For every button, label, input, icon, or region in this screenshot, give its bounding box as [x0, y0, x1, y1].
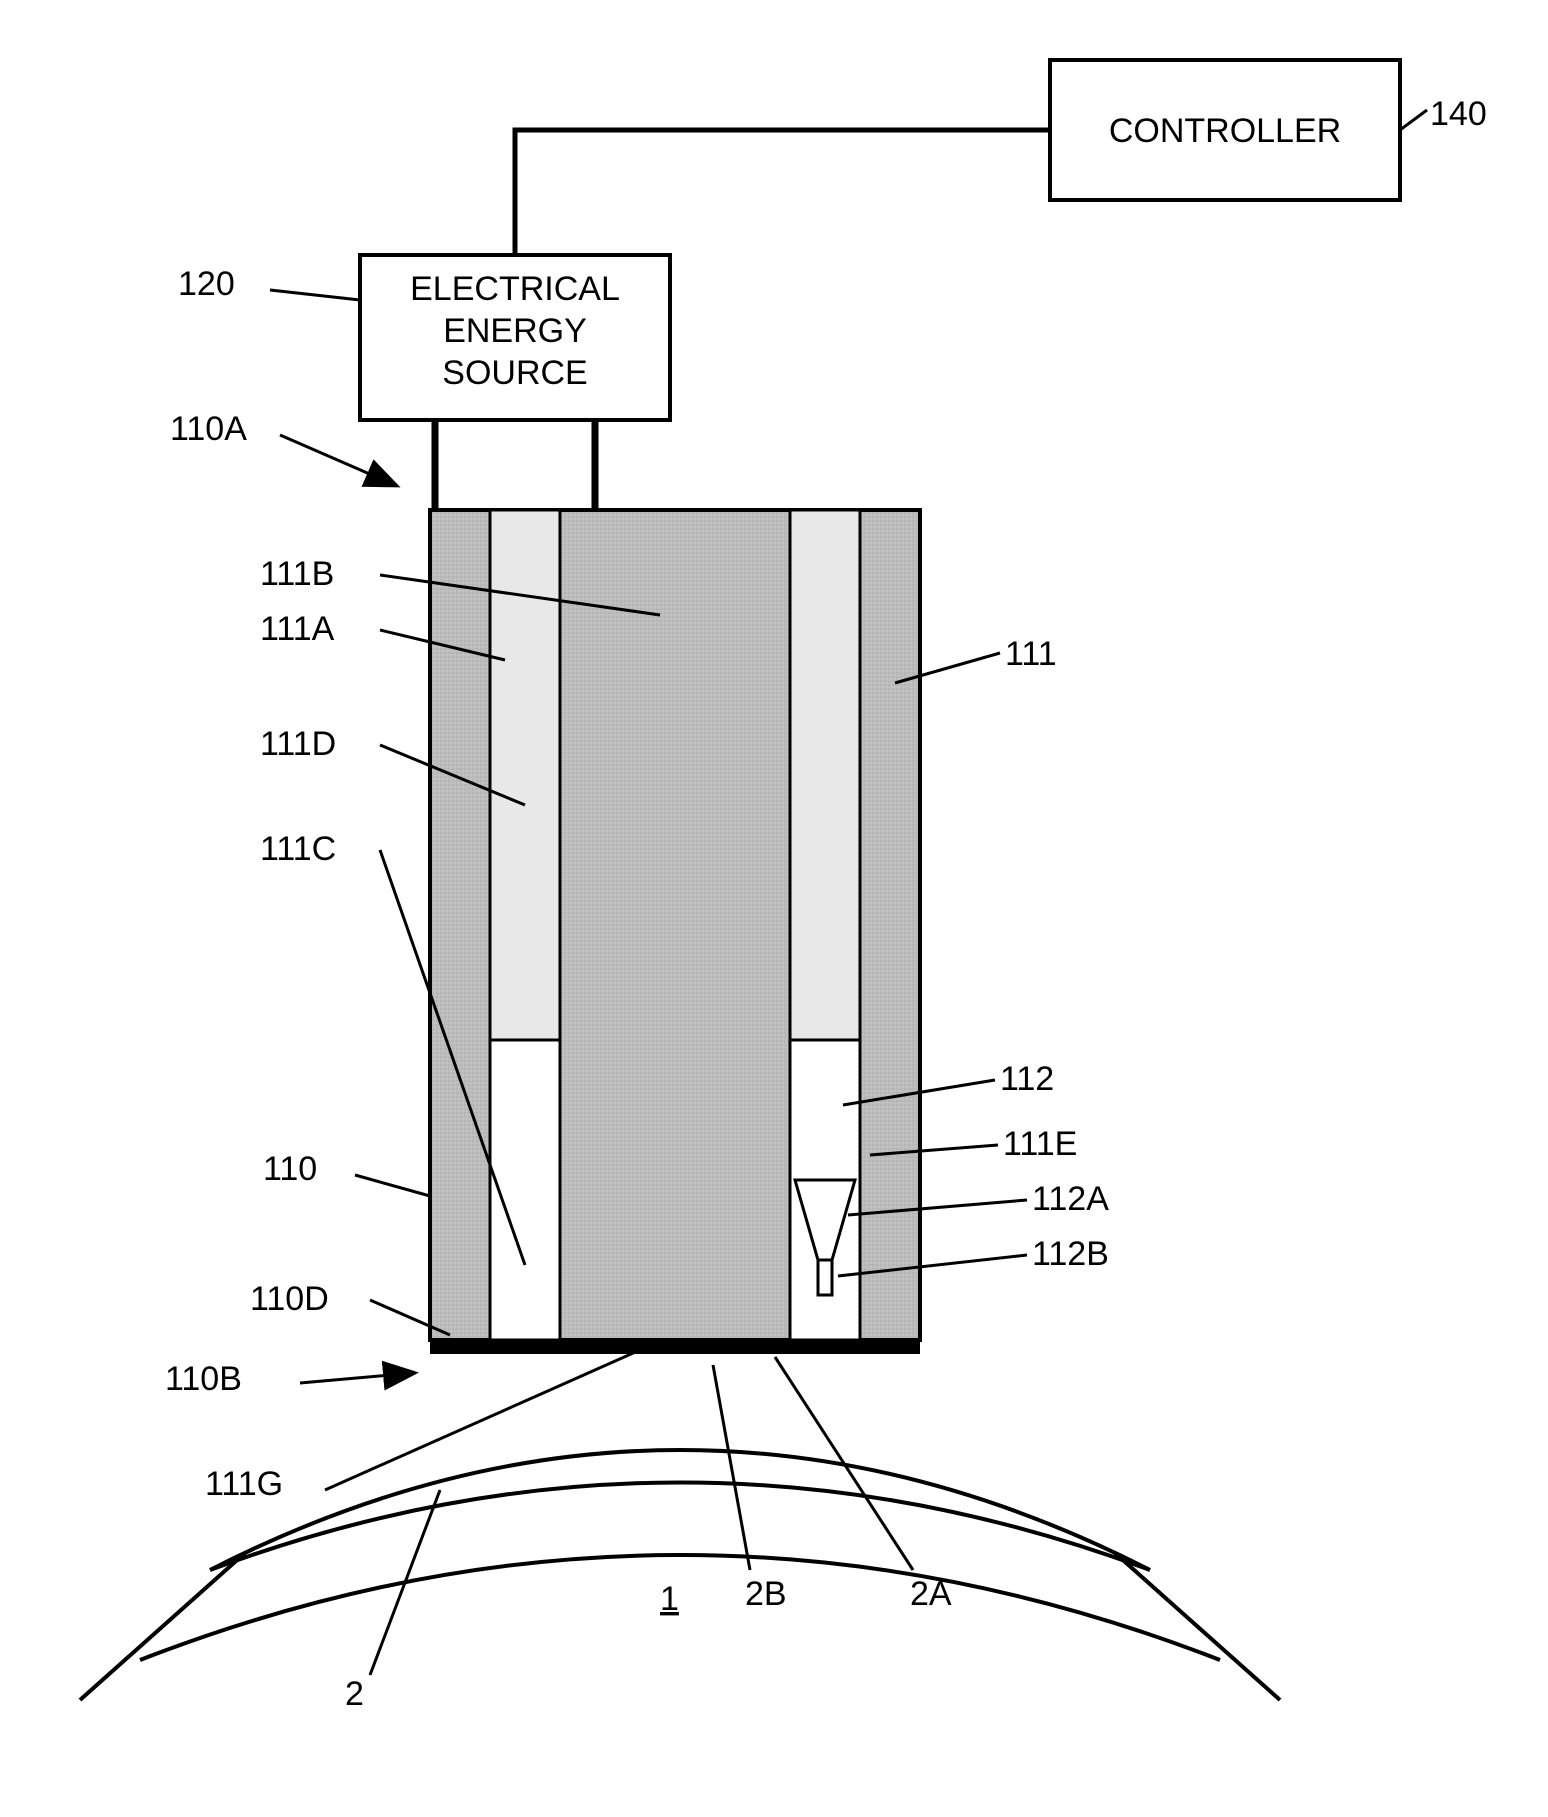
- label-110A: 110A: [170, 410, 247, 448]
- label-1: 1: [660, 1580, 679, 1618]
- label-111A: 111A: [260, 610, 335, 648]
- label-120: 120: [178, 265, 235, 303]
- energy-source-box: ELECTRICAL ENERGY SOURCE: [360, 255, 670, 420]
- energy-line-3: SOURCE: [442, 354, 587, 392]
- controller-label: CONTROLLER: [1109, 112, 1341, 150]
- label-111G: 111G: [205, 1465, 283, 1503]
- controller-box: CONTROLLER: [1050, 60, 1400, 200]
- label-111E: 111E: [1003, 1125, 1077, 1163]
- label-111B: 111B: [260, 555, 334, 593]
- label-110D: 110D: [250, 1280, 329, 1318]
- base-plate: [430, 1340, 920, 1354]
- label-111: 111: [1005, 635, 1057, 673]
- label-111C: 111C: [260, 830, 336, 868]
- energy-line-2: ENERGY: [443, 312, 587, 350]
- label-112B: 112B: [1032, 1235, 1109, 1273]
- energy-line-1: ELECTRICAL: [410, 270, 620, 308]
- label-2B: 2B: [745, 1575, 787, 1613]
- device-body: [430, 510, 920, 1354]
- wire-ctrl-src: [515, 130, 1050, 255]
- label-111D: 111D: [260, 725, 336, 763]
- funnel-tube: [818, 1260, 832, 1295]
- label-140: 140: [1430, 95, 1487, 133]
- label-112: 112: [1000, 1060, 1054, 1098]
- label-112A: 112A: [1032, 1180, 1109, 1218]
- label-110B: 110B: [165, 1360, 242, 1398]
- label-2: 2: [345, 1675, 364, 1713]
- label-2A: 2A: [910, 1575, 952, 1613]
- label-110: 110: [263, 1150, 317, 1188]
